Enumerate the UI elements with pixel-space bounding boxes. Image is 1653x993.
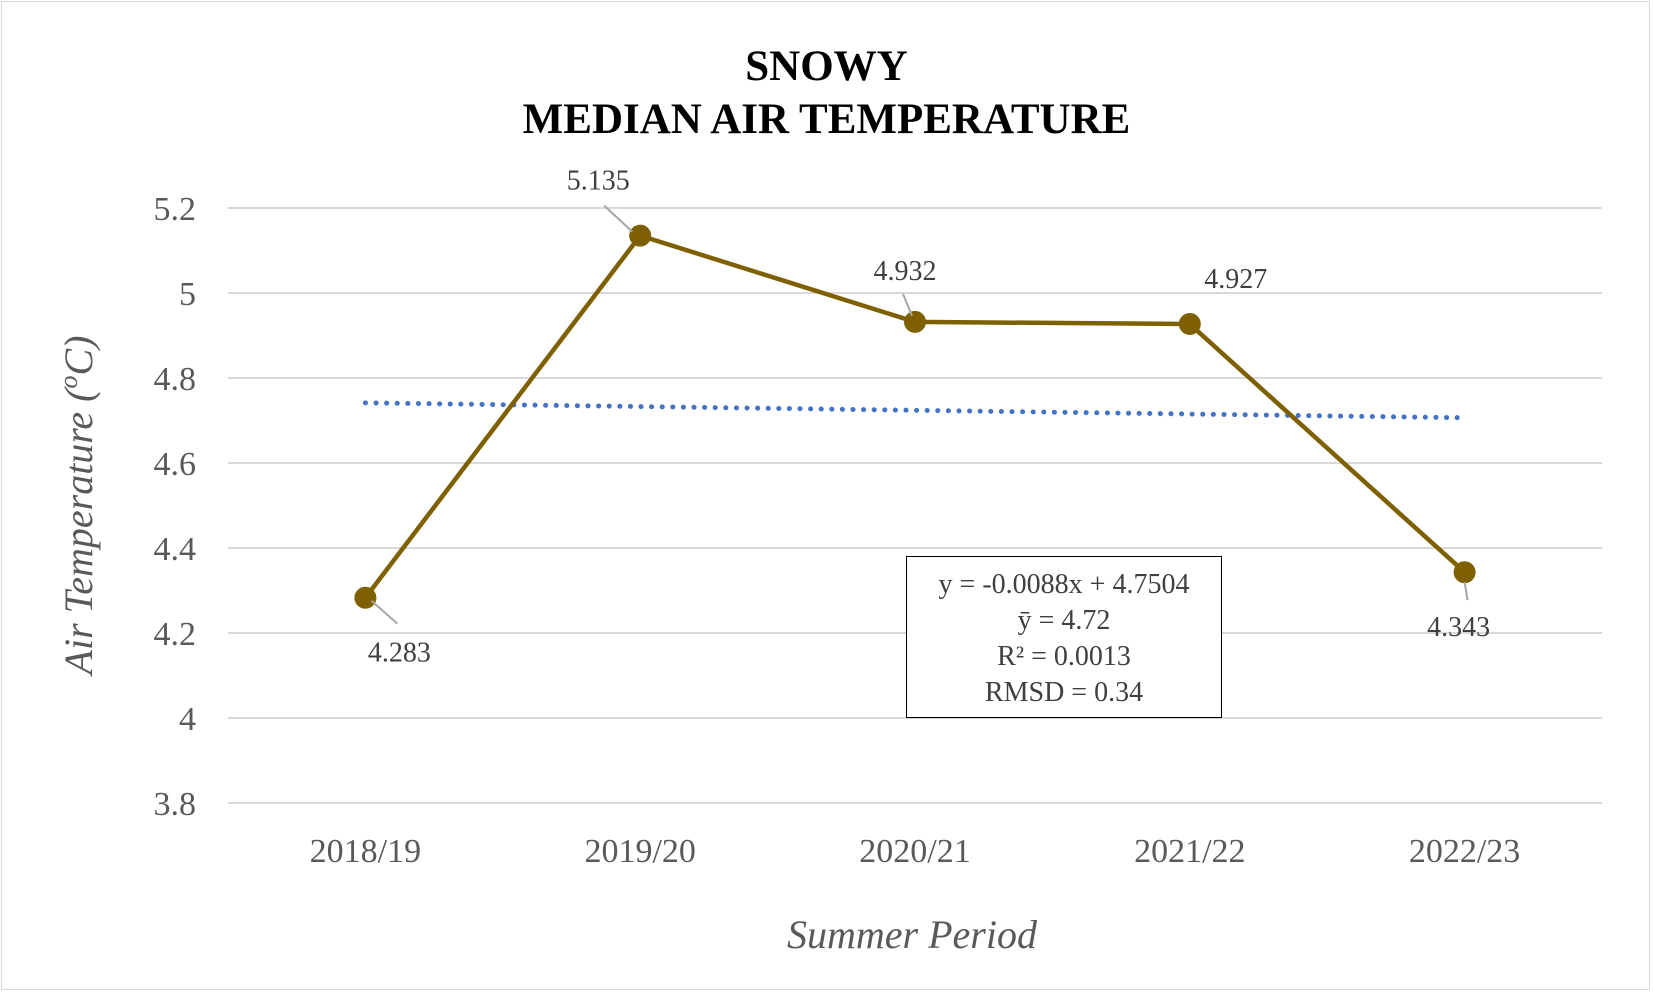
x-tick-label: 2019/20 xyxy=(584,833,695,870)
data-labels: 4.283 5.135 4.932 4.927 4.343 xyxy=(368,166,1490,669)
data-label: 4.927 xyxy=(1204,264,1267,295)
y-axis-title-pre: Air Temperature ( xyxy=(56,386,101,678)
y-tick-label: 3.8 xyxy=(154,786,197,823)
y-tick-label: 4.6 xyxy=(154,446,197,483)
x-tick-labels: 2018/19 2019/20 2020/21 2021/22 2022/23 xyxy=(310,833,1521,870)
x-tick-label: 2022/23 xyxy=(1409,833,1520,870)
y-tick-label: 5.2 xyxy=(154,191,197,228)
data-point xyxy=(354,586,377,609)
series-layer xyxy=(354,224,1476,609)
y-tick-labels: 3.8 4 4.2 4.4 4.6 4.8 5 5.2 xyxy=(154,191,197,823)
data-point xyxy=(629,224,652,247)
y-axis-title-sup: o xyxy=(54,376,83,389)
data-point xyxy=(904,310,926,333)
trendline xyxy=(362,400,1468,421)
data-label: 5.135 xyxy=(567,166,630,197)
y-tick-label: 4.8 xyxy=(154,361,197,398)
data-label-leader xyxy=(902,293,913,317)
data-point xyxy=(1453,561,1476,584)
data-label-leader xyxy=(370,599,399,625)
data-label-leader xyxy=(1463,582,1469,601)
x-axis-title: Summer Period xyxy=(787,912,1038,957)
y-tick-label: 4.2 xyxy=(154,616,197,653)
chart-title-line2: MEDIAN AIR TEMPERATURE xyxy=(522,96,1131,143)
data-label: 4.343 xyxy=(1427,612,1490,643)
y-tick-label: 4.4 xyxy=(154,531,197,568)
mean-value: ȳ = 4.72 xyxy=(1017,605,1111,636)
x-tick-label: 2020/21 xyxy=(859,833,970,870)
data-point xyxy=(1178,313,1201,336)
x-tick-label: 2021/22 xyxy=(1134,833,1245,870)
regression-equation: y = -0.0088x + 4.7504 xyxy=(938,569,1190,600)
data-label: 4.283 xyxy=(368,638,431,669)
chart-title-line1: SNOWY xyxy=(745,43,908,90)
y-axis-title-post: C) xyxy=(56,336,101,376)
trendline-layer xyxy=(362,400,1468,421)
x-tick-label: 2018/19 xyxy=(310,833,421,870)
data-label: 4.932 xyxy=(874,256,937,287)
y-tick-label: 5 xyxy=(179,276,196,313)
y-tick-label: 4 xyxy=(179,701,196,738)
rmsd-value: RMSD = 0.34 xyxy=(984,677,1144,708)
regression-stats-box: y = -0.0088x + 4.7504 ȳ = 4.72 R² = 0.00… xyxy=(906,556,1222,718)
data-label-leader xyxy=(603,204,633,233)
y-axis-title: Air Temperature (oC) xyxy=(54,336,101,678)
r-squared: R² = 0.0013 xyxy=(997,641,1131,672)
